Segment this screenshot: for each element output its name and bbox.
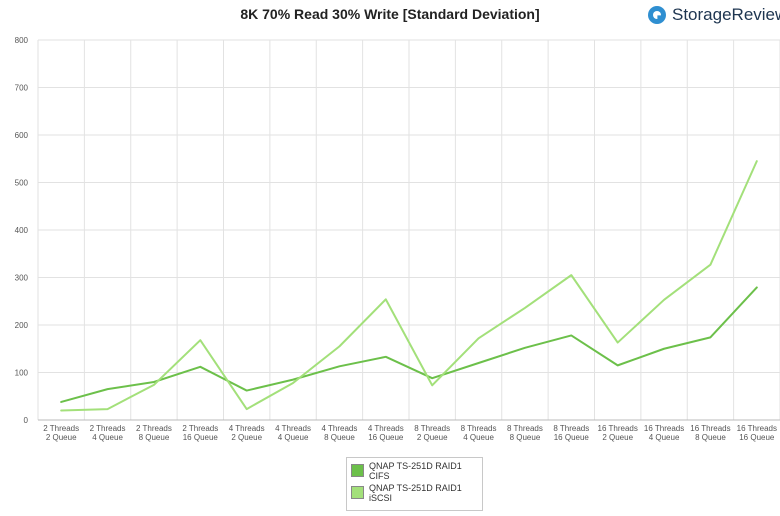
x-tick-label: 4 Threads 8 Queue — [322, 424, 358, 442]
x-tick-label: 8 Threads 8 Queue — [507, 424, 543, 442]
x-tick-label: 4 Threads 2 Queue — [229, 424, 265, 442]
y-tick-label: 700 — [15, 84, 29, 93]
legend-swatch-cifs — [351, 464, 364, 477]
x-tick-label: 2 Threads 16 Queue — [182, 424, 218, 442]
y-tick-label: 400 — [15, 226, 29, 235]
x-tick-label: 16 Threads 4 Queue — [644, 424, 684, 442]
storagereview-logo-icon — [648, 6, 666, 24]
x-tick-label: 8 Threads 4 Queue — [461, 424, 497, 442]
y-tick-label: 800 — [15, 36, 29, 45]
x-tick-label: 16 Threads 16 Queue — [737, 424, 777, 442]
x-tick-label: 16 Threads 2 Queue — [598, 424, 638, 442]
y-tick-label: 500 — [15, 179, 29, 188]
x-tick-label: 4 Threads 4 Queue — [275, 424, 311, 442]
x-tick-label: 4 Threads 16 Queue — [368, 424, 404, 442]
legend-item-iscsi[interactable]: QNAP TS-251D RAID1 iSCSI — [351, 483, 478, 503]
x-tick-label: 2 Threads 2 Queue — [43, 424, 79, 442]
y-tick-label: 200 — [15, 321, 29, 330]
legend-label-iscsi: QNAP TS-251D RAID1 iSCSI — [369, 483, 462, 503]
y-tick-label: 600 — [15, 131, 29, 140]
legend-swatch-iscsi — [351, 486, 364, 499]
y-tick-label: 300 — [15, 274, 29, 283]
legend-item-cifs[interactable]: QNAP TS-251D RAID1 CIFS — [351, 461, 478, 481]
y-tick-label: 100 — [15, 369, 29, 378]
x-tick-label: 16 Threads 8 Queue — [690, 424, 730, 442]
series-line-cifs — [60, 286, 758, 403]
x-tick-label: 2 Threads 8 Queue — [136, 424, 172, 442]
series-line-iscsi — [60, 160, 758, 412]
y-tick-label: 0 — [24, 416, 29, 425]
chart-title: 8K 70% Read 30% Write [Standard Deviatio… — [240, 6, 540, 22]
chart-legend: QNAP TS-251D RAID1 CIFS QNAP TS-251D RAI… — [346, 457, 483, 511]
brand-name: StorageReview — [672, 5, 780, 24]
x-tick-label: 8 Threads 16 Queue — [553, 424, 589, 442]
x-tick-label: 2 Threads 4 Queue — [90, 424, 126, 442]
legend-label-cifs: QNAP TS-251D RAID1 CIFS — [369, 461, 462, 481]
brand-logo: StorageReview — [648, 5, 780, 25]
x-tick-label: 8 Threads 2 Queue — [414, 424, 450, 442]
